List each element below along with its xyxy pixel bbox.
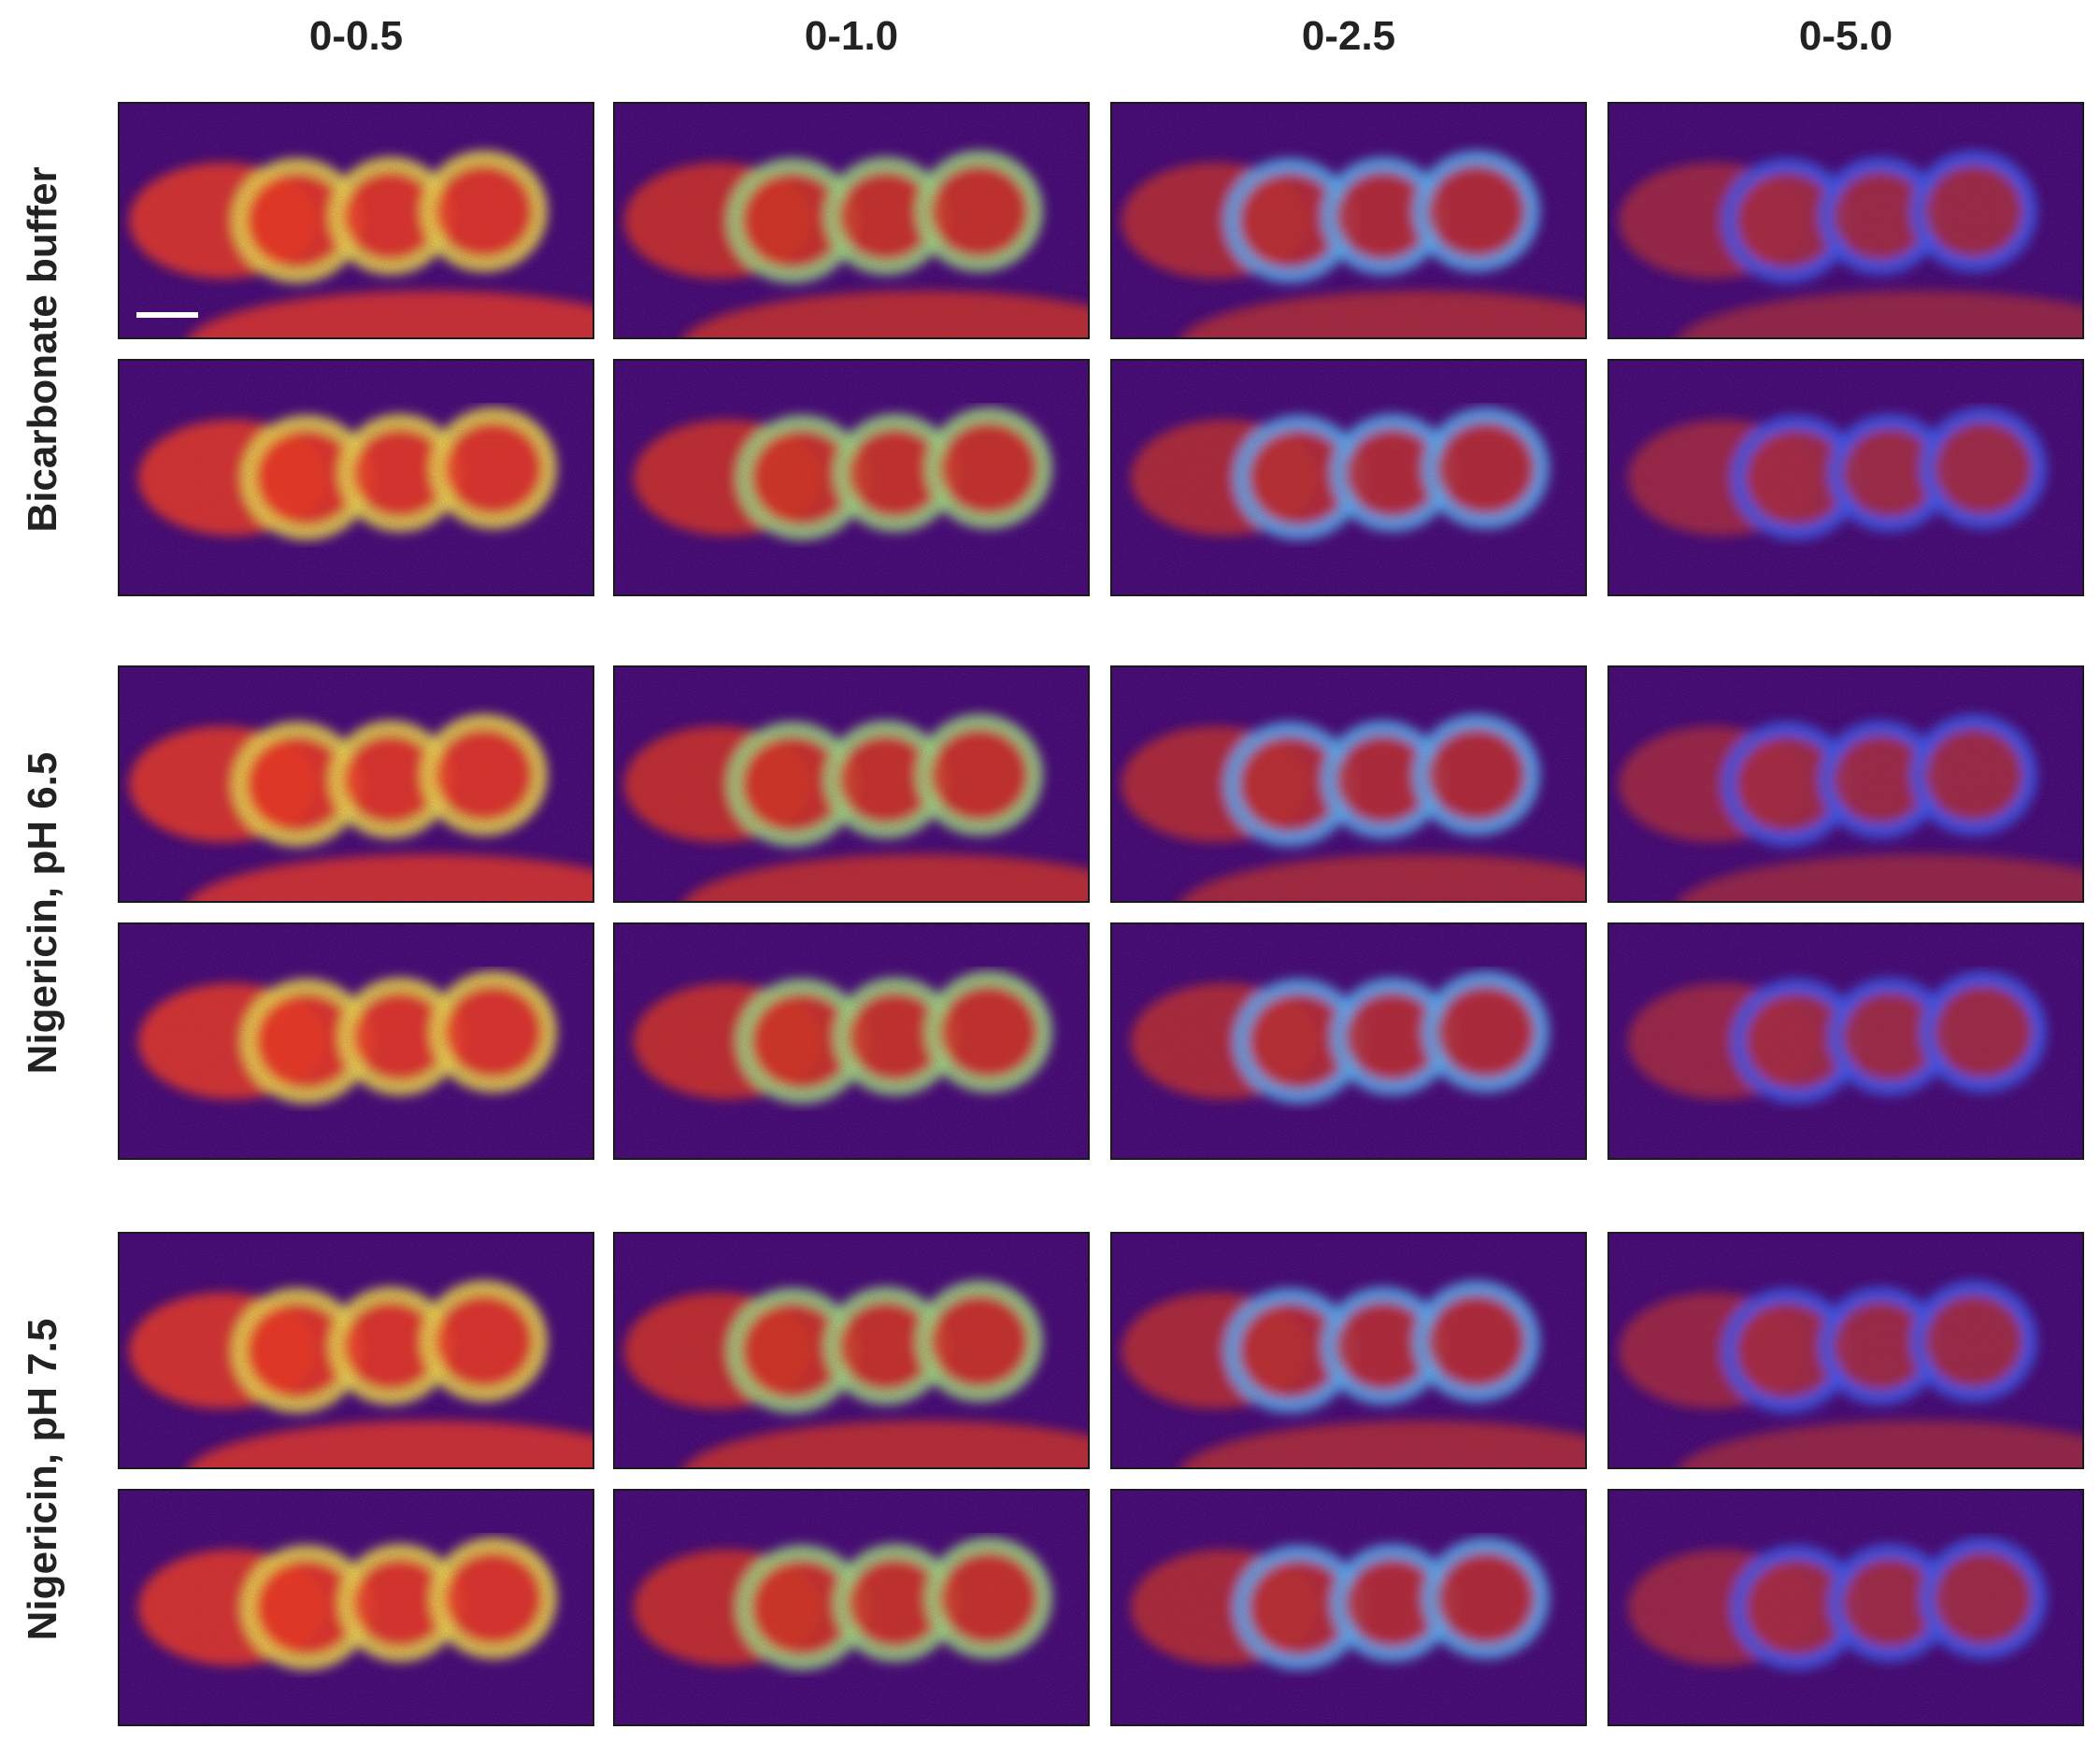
- column-header: 0-0.5: [308, 13, 404, 59]
- micrograph: [118, 359, 594, 596]
- micrograph: [1110, 102, 1587, 339]
- image: [1609, 361, 2082, 594]
- row-label: Nigericin, pH 7.5: [20, 1318, 65, 1640]
- column-header: 0-1.0: [804, 13, 899, 59]
- micrograph: [613, 922, 1090, 1160]
- row-label: Bicarbonate buffer: [20, 165, 65, 533]
- micrograph: [1110, 665, 1587, 903]
- row-label: Nigericin, pH 6.5: [20, 751, 65, 1074]
- image: [120, 924, 593, 1158]
- image: [120, 667, 593, 901]
- image: [615, 924, 1088, 1158]
- micrograph: [118, 1232, 594, 1469]
- image: [1112, 361, 1585, 594]
- image: [615, 1491, 1088, 1724]
- micrograph: [613, 359, 1090, 596]
- image: [1112, 1234, 1585, 1467]
- micrograph: [1607, 922, 2084, 1160]
- micrograph: [1607, 1232, 2084, 1469]
- micrograph: [613, 1489, 1090, 1726]
- image: [615, 1234, 1088, 1467]
- micrograph: [613, 665, 1090, 903]
- micrograph: [118, 102, 594, 339]
- micrograph: [118, 1489, 594, 1726]
- micrograph: [1607, 359, 2084, 596]
- micrograph: [1607, 1489, 2084, 1726]
- image: [1609, 1234, 2082, 1467]
- image: [1609, 1491, 2082, 1724]
- micrograph: [1110, 922, 1587, 1160]
- image: [120, 1234, 593, 1467]
- column-header: 0-5.0: [1798, 13, 1893, 59]
- micrograph: [1110, 359, 1587, 596]
- micrograph: [613, 102, 1090, 339]
- micrograph: [118, 922, 594, 1160]
- micrograph: [1607, 665, 2084, 903]
- image: [615, 104, 1088, 337]
- image: [120, 104, 593, 337]
- image: [120, 1491, 593, 1724]
- image: [1112, 104, 1585, 337]
- micrograph: [1607, 102, 2084, 339]
- image: [1112, 924, 1585, 1158]
- image: [615, 361, 1088, 594]
- micrograph: [1110, 1232, 1587, 1469]
- image: [1112, 667, 1585, 901]
- image: [1609, 104, 2082, 337]
- micrograph: [1110, 1489, 1587, 1726]
- image: [120, 361, 593, 594]
- image: [1609, 924, 2082, 1158]
- column-header: 0-2.5: [1301, 13, 1396, 59]
- micrograph: [613, 1232, 1090, 1469]
- image: [1112, 1491, 1585, 1724]
- image: [615, 667, 1088, 901]
- image: [1609, 667, 2082, 901]
- micrograph: [118, 665, 594, 903]
